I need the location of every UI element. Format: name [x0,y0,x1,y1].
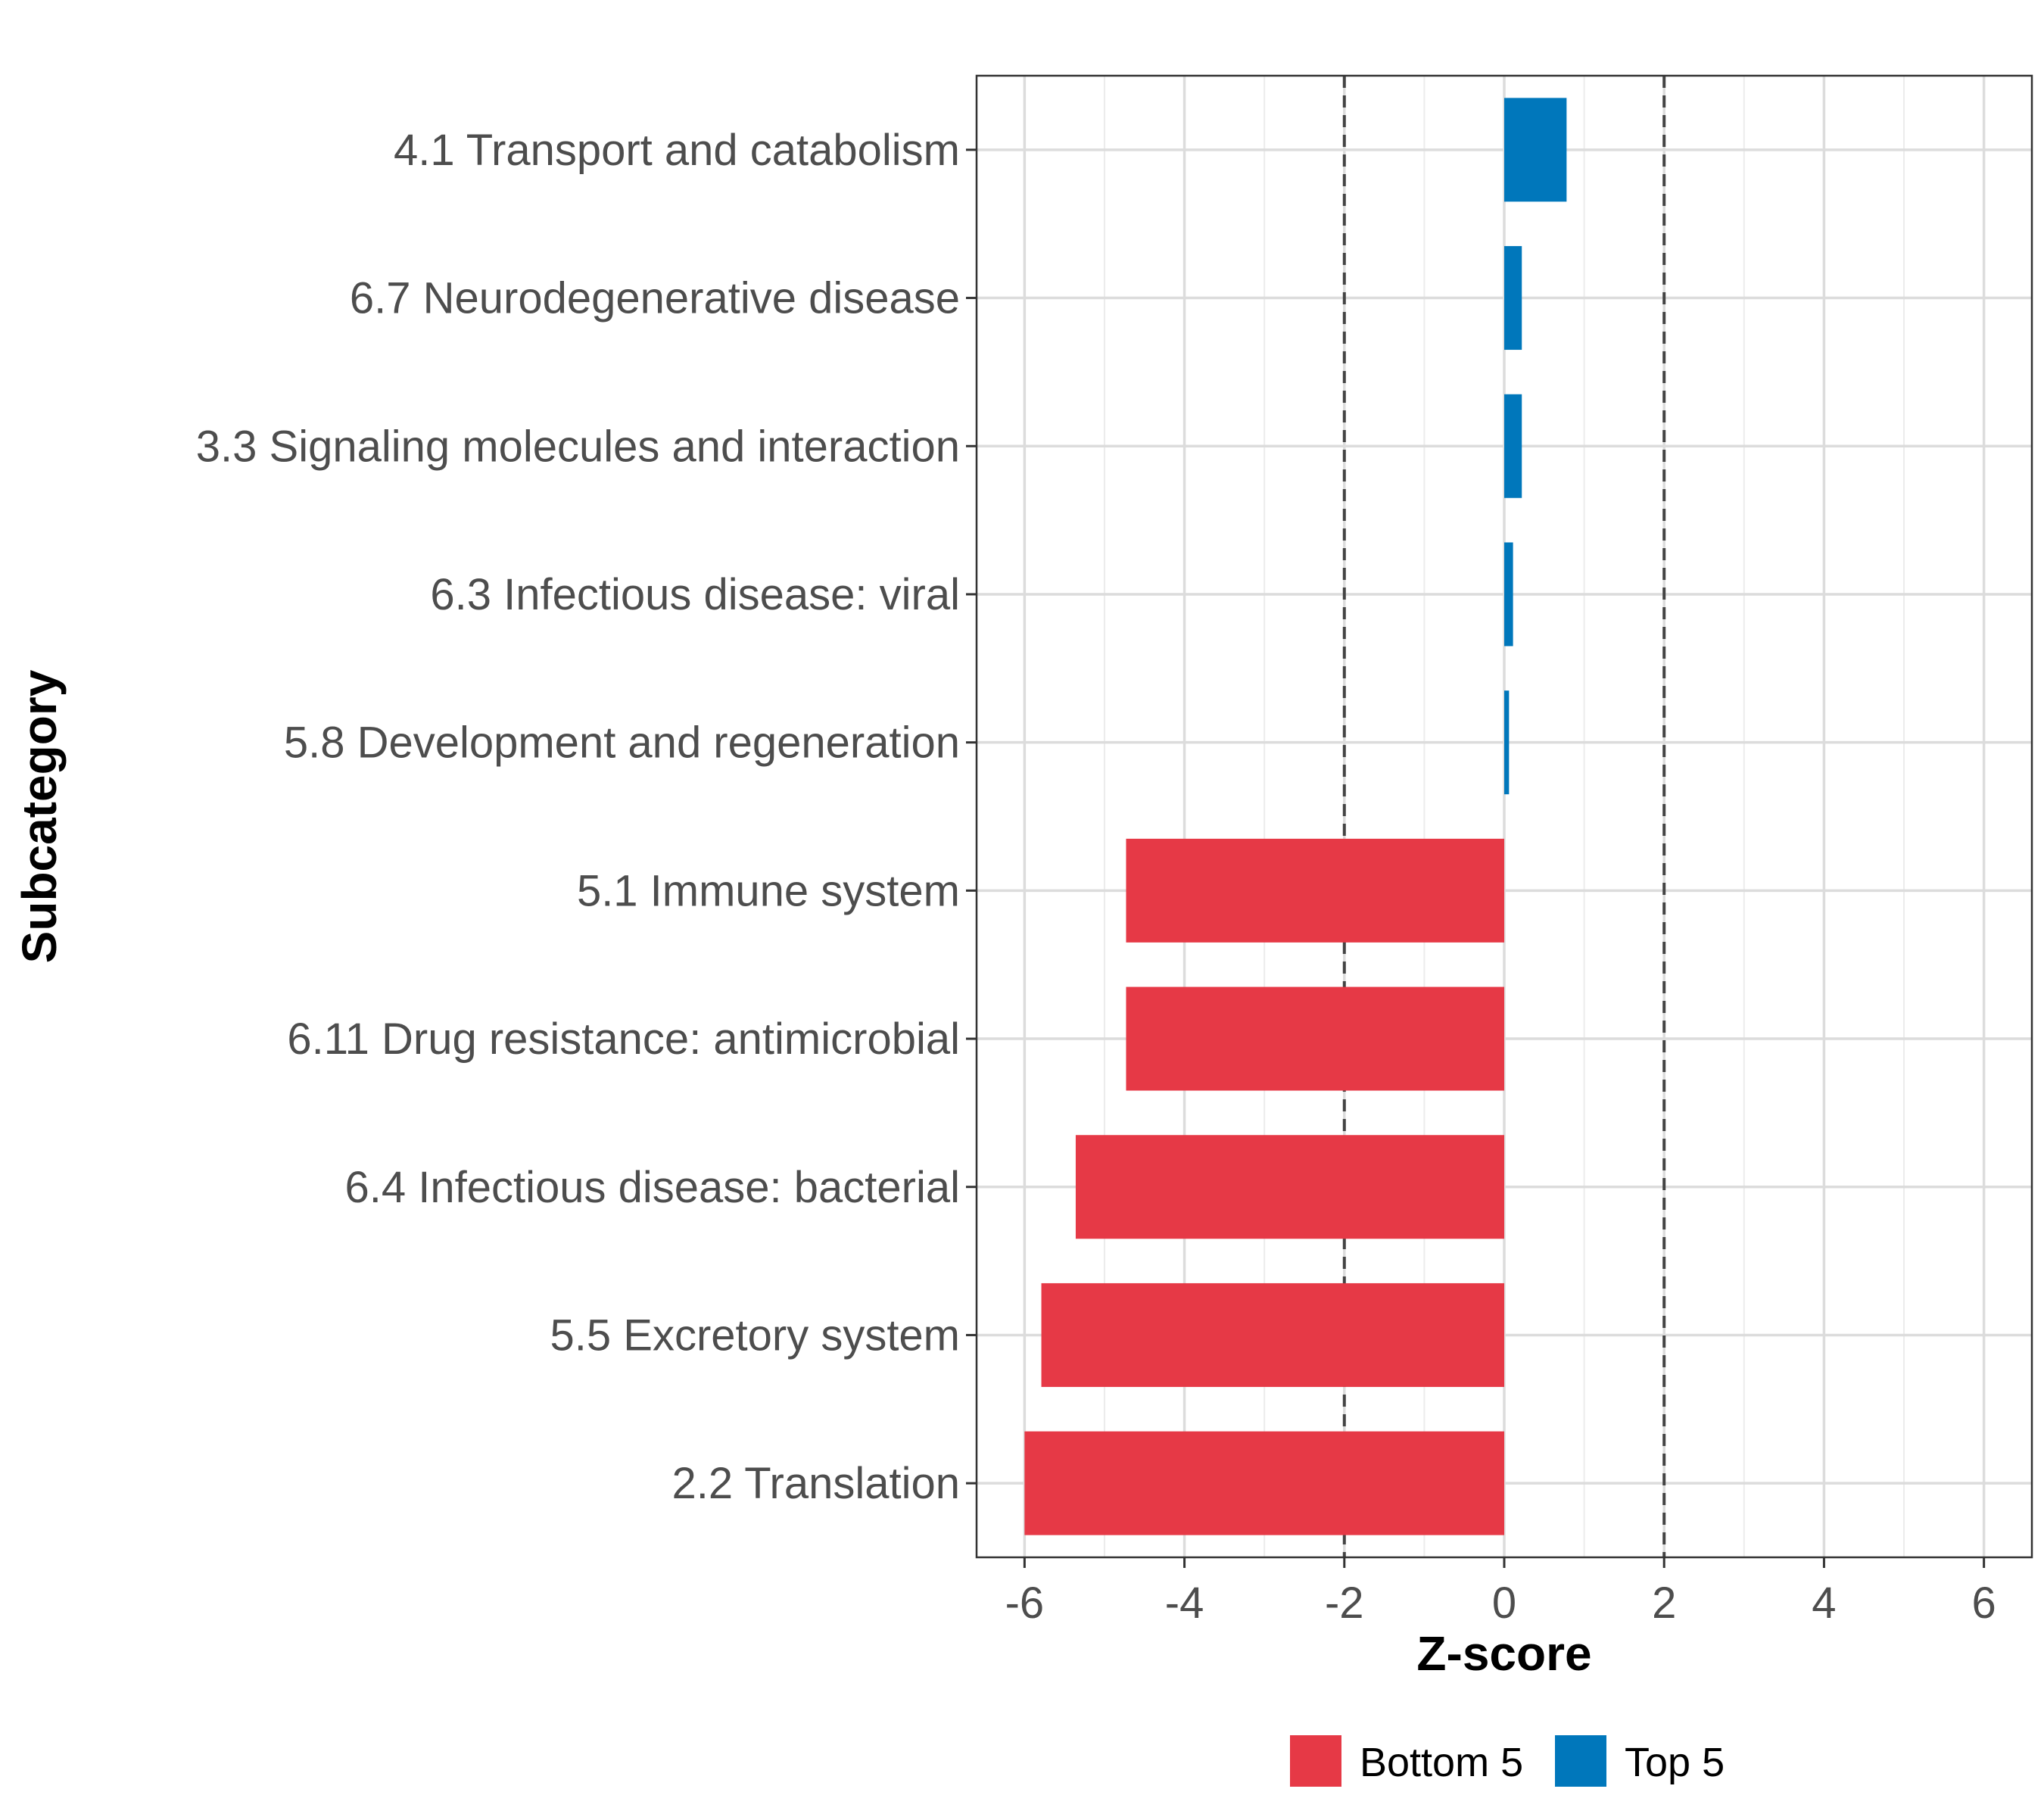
legend-swatch [1555,1735,1606,1787]
legend-swatch [1290,1735,1341,1787]
bar-bottom-5 [1041,1282,1504,1387]
x-axis-title: Z-score [1416,1626,1591,1681]
legend-label: Bottom 5 [1360,1740,1523,1785]
bar-top-5 [1504,542,1513,647]
bar-bottom-5 [1126,986,1504,1091]
x-tick-label: 6 [1972,1579,1996,1628]
bar-bottom-5 [1075,1135,1504,1239]
bar-bottom-5 [1126,838,1504,943]
bar-top-5 [1504,690,1510,795]
bar-top-5 [1504,98,1567,202]
category-label: 6.4 Infectious disease: bacterial [345,1163,960,1212]
x-tick-label: 0 [1492,1579,1516,1628]
category-label: 6.7 Neurodegenerative disease [350,274,960,323]
category-label: 5.8 Development and regeneration [284,718,960,768]
category-label: 3.3 Signaling molecules and interaction [196,422,960,471]
legend: Bottom 5 Top 5 [1290,1735,1725,1787]
category-label: 5.5 Excretory system [550,1311,960,1360]
x-tick-label: -2 [1325,1579,1364,1628]
y-axis: 4.1 Transport and catabolism 6.7 Neurodeg… [196,126,977,1508]
x-tick-label: 4 [1812,1579,1836,1628]
bars [1024,98,1567,1535]
category-label: 6.11 Drug resistance: antimicrobial [287,1014,960,1064]
bar-top-5 [1504,246,1522,351]
category-label: 4.1 Transport and catabolism [394,126,960,175]
legend-label: Top 5 [1625,1740,1725,1785]
category-label: 2.2 Translation [672,1459,960,1508]
x-axis: -6 -4 -2 0 2 4 6 [1005,1557,1996,1628]
reference-lines [1342,76,1666,1557]
x-tick-label: -6 [1005,1579,1045,1628]
x-tick-label: -4 [1165,1579,1204,1628]
category-label: 5.1 Immune system [577,866,960,915]
category-label: 6.3 Infectious disease: viral [430,570,960,619]
y-axis-title: Subcategory [12,669,67,963]
x-tick-label: 2 [1652,1579,1676,1628]
bar-top-5 [1504,394,1522,498]
bar-bottom-5 [1024,1431,1504,1535]
